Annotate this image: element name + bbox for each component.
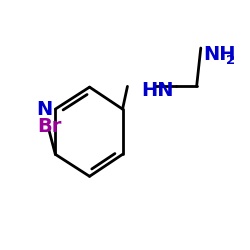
Text: 2: 2: [226, 54, 235, 67]
Text: Br: Br: [37, 117, 62, 136]
Text: NH: NH: [203, 44, 236, 64]
Text: HN: HN: [141, 81, 174, 100]
Text: N: N: [37, 100, 53, 118]
